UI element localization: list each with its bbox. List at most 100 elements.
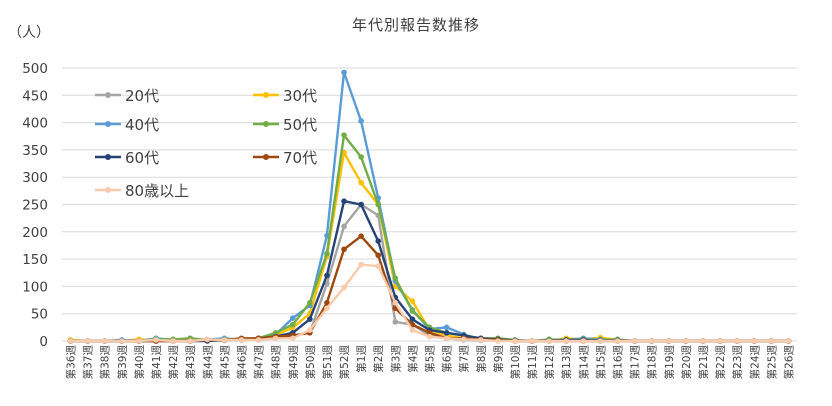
data-point [546, 338, 552, 344]
legend-marker [105, 92, 111, 98]
y-tick-label: 100 [22, 279, 48, 295]
data-point [341, 198, 347, 205]
series-line [69, 71, 790, 343]
data-point [358, 233, 364, 239]
y-tick-label: 350 [22, 143, 48, 159]
data-point [648, 338, 655, 344]
data-point [529, 338, 535, 344]
data-point [409, 316, 416, 322]
data-point [289, 315, 296, 321]
legend-label: 30代 [283, 87, 317, 105]
data-point [255, 337, 262, 343]
data-point [631, 338, 638, 344]
x-tick-label: 第14週 [577, 345, 590, 380]
data-point [358, 201, 364, 208]
x-tick-label: 第21週 [697, 345, 710, 380]
x-tick-label: 第2週 [372, 345, 385, 373]
legend-marker [105, 154, 111, 160]
data-point [324, 272, 330, 279]
x-tick-label: 第26週 [782, 345, 795, 380]
series [67, 149, 792, 344]
data-point [67, 338, 74, 344]
x-tick-label: 第12週 [543, 345, 556, 380]
data-point [768, 338, 775, 344]
y-tick-label: 500 [22, 61, 48, 77]
data-point [153, 337, 159, 343]
data-point [324, 250, 330, 257]
series [67, 198, 792, 344]
x-tick-label: 第19週 [663, 345, 676, 380]
x-tick-label: 第48週 [270, 345, 283, 380]
data-point [785, 338, 792, 344]
data-point [341, 132, 347, 138]
x-tick-label: 第10週 [509, 345, 522, 380]
x-tick-label: 第4週 [406, 345, 419, 373]
data-point [683, 338, 689, 344]
data-point [307, 327, 313, 333]
legend-marker [105, 187, 111, 193]
data-point [289, 335, 296, 342]
x-tick-label: 第46週 [235, 345, 248, 380]
series [67, 201, 792, 344]
data-point [700, 338, 706, 344]
x-tick-label: 第43週 [184, 345, 197, 380]
legend-item: 30代 [253, 87, 317, 105]
data-point [563, 338, 570, 344]
y-tick-label: 300 [22, 170, 48, 186]
data-point [84, 338, 91, 344]
x-tick-label: 第18週 [646, 345, 659, 380]
y-tick-label: 450 [22, 88, 48, 104]
y-tick-label: 150 [22, 252, 48, 268]
data-point [443, 330, 450, 336]
x-tick-label: 第15週 [594, 345, 607, 380]
y-axis-ticks: 0 50 100 150 200 250 300 350 400 450 500 [22, 61, 48, 350]
data-point [341, 69, 347, 76]
data-point [119, 338, 125, 344]
data-point [392, 299, 399, 306]
data-point [101, 338, 108, 344]
data-point [460, 336, 467, 343]
x-tick-label: 第47週 [253, 345, 266, 380]
x-tick-label: 第38週 [99, 345, 112, 380]
y-tick-label: 0 [39, 334, 48, 350]
data-point [495, 338, 501, 344]
data-point [443, 335, 450, 342]
x-tick-label: 第51週 [321, 345, 334, 380]
legend-marker [105, 121, 111, 127]
legend-marker [263, 92, 269, 98]
data-point [512, 338, 518, 344]
data-point [307, 299, 313, 306]
x-tick-label: 第22週 [714, 345, 727, 380]
x-tick-label: 第6週 [441, 345, 454, 373]
x-tick-label: 第5週 [424, 345, 437, 373]
data-point [272, 335, 279, 342]
x-tick-label: 第49週 [287, 345, 300, 380]
x-tick-label: 第37週 [82, 345, 95, 380]
x-tick-label: 第11週 [526, 345, 539, 380]
legend-marker [263, 154, 269, 160]
data-point [324, 299, 330, 306]
y-tick-label: 250 [22, 198, 48, 214]
data-point [221, 337, 228, 343]
legend-item: 70代 [253, 149, 317, 167]
x-tick-label: 第41週 [150, 345, 163, 380]
x-tick-label: 第24週 [748, 345, 761, 380]
x-tick-label: 第7週 [458, 345, 471, 373]
data-point [597, 338, 604, 344]
data-point [358, 261, 364, 268]
legend-label: 50代 [283, 116, 317, 134]
data-point [443, 324, 450, 331]
data-point [751, 338, 758, 344]
chart-title: 年代別報告数推移 [352, 16, 480, 34]
x-tick-label: 第36週 [65, 345, 78, 380]
data-point [358, 179, 364, 186]
x-tick-label: 第20週 [680, 345, 693, 380]
x-tick-label: 第45週 [218, 345, 231, 380]
series-line [69, 151, 790, 343]
data-point [392, 275, 399, 282]
legend-item: 60代 [95, 149, 159, 167]
legend-label: 60代 [125, 149, 159, 167]
legend: 20代 30代 40代 50代 60代 70代 80歳以上 [95, 87, 317, 200]
data-point [136, 338, 142, 344]
